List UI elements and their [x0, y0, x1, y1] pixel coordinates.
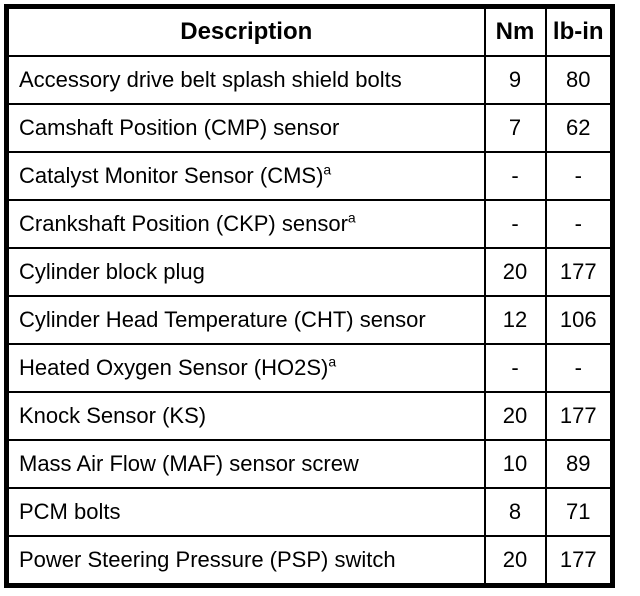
lb-in-value-cell: 62 — [544, 103, 614, 153]
header-row: Description Nm lb-in — [5, 5, 614, 57]
col-header-nm: Nm — [483, 5, 547, 57]
torque-spec-table: Description Nm lb-in Accessory drive bel… — [4, 4, 615, 588]
lb-in-value-cell: - — [544, 151, 614, 201]
nm-value-cell: 20 — [483, 391, 547, 441]
nm-value-cell: 10 — [483, 439, 547, 489]
nm-value-cell: 12 — [483, 295, 547, 345]
lb-in-value-cell: 106 — [544, 295, 614, 345]
lb-in-value-cell: 80 — [544, 55, 614, 105]
nm-value-cell: 9 — [483, 55, 547, 105]
lb-in-value-cell: - — [544, 199, 614, 249]
table-row: Cylinder block plug 20 177 — [5, 247, 614, 297]
table-row: Crankshaft Position (CKP) sensora - - — [5, 199, 614, 249]
lb-in-value-cell: 71 — [544, 487, 614, 537]
description-cell: Power Steering Pressure (PSP) switch — [5, 535, 486, 587]
lb-in-value-cell: 177 — [544, 391, 614, 441]
lb-in-value-cell: 89 — [544, 439, 614, 489]
table-row: Knock Sensor (KS) 20 177 — [5, 391, 614, 441]
table-row: Camshaft Position (CMP) sensor 7 62 — [5, 103, 614, 153]
description-cell: Knock Sensor (KS) — [5, 391, 486, 441]
lb-in-value-cell: 177 — [544, 247, 614, 297]
description-cell: PCM bolts — [5, 487, 486, 537]
nm-value-cell: 20 — [483, 535, 547, 587]
nm-value-cell: 7 — [483, 103, 547, 153]
nm-value-cell: 8 — [483, 487, 547, 537]
footnote-marker: a — [323, 161, 332, 178]
lb-in-value-cell: - — [544, 343, 614, 393]
lb-in-value-cell: 177 — [544, 535, 614, 587]
table-row: Accessory drive belt splash shield bolts… — [5, 55, 614, 105]
description-cell: Heated Oxygen Sensor (HO2S)a — [5, 343, 486, 393]
footnote-marker: a — [328, 353, 337, 370]
table-row: Cylinder Head Temperature (CHT) sensor 12… — [5, 295, 614, 345]
nm-value-cell: 20 — [483, 247, 547, 297]
description-cell: Cylinder Head Temperature (CHT) sensor — [5, 295, 486, 345]
description-cell: Mass Air Flow (MAF) sensor screw — [5, 439, 486, 489]
torque-table-body: Accessory drive belt splash shield bolts… — [5, 55, 614, 587]
table-row: PCM bolts 8 71 — [5, 487, 614, 537]
description-cell: Catalyst Monitor Sensor (CMS)a — [5, 151, 486, 201]
table-header: Description Nm lb-in — [5, 5, 614, 57]
description-cell: Cylinder block plug — [5, 247, 486, 297]
table-row: Power Steering Pressure (PSP) switch 20 17… — [5, 535, 614, 587]
nm-value-cell: - — [483, 151, 547, 201]
table-row: Heated Oxygen Sensor (HO2S)a - - — [5, 343, 614, 393]
description-cell: Accessory drive belt splash shield bolts — [5, 55, 486, 105]
footnote-marker: a — [347, 209, 356, 226]
table-row: Catalyst Monitor Sensor (CMS)a - - — [5, 151, 614, 201]
description-cell: Camshaft Position (CMP) sensor — [5, 103, 486, 153]
table-row: Mass Air Flow (MAF) sensor screw 10 89 — [5, 439, 614, 489]
nm-value-cell: - — [483, 199, 547, 249]
description-cell: Crankshaft Position (CKP) sensora — [5, 199, 486, 249]
col-header-lb-in: lb-in — [544, 5, 614, 57]
nm-value-cell: - — [483, 343, 547, 393]
col-header-description: Description — [5, 5, 486, 57]
